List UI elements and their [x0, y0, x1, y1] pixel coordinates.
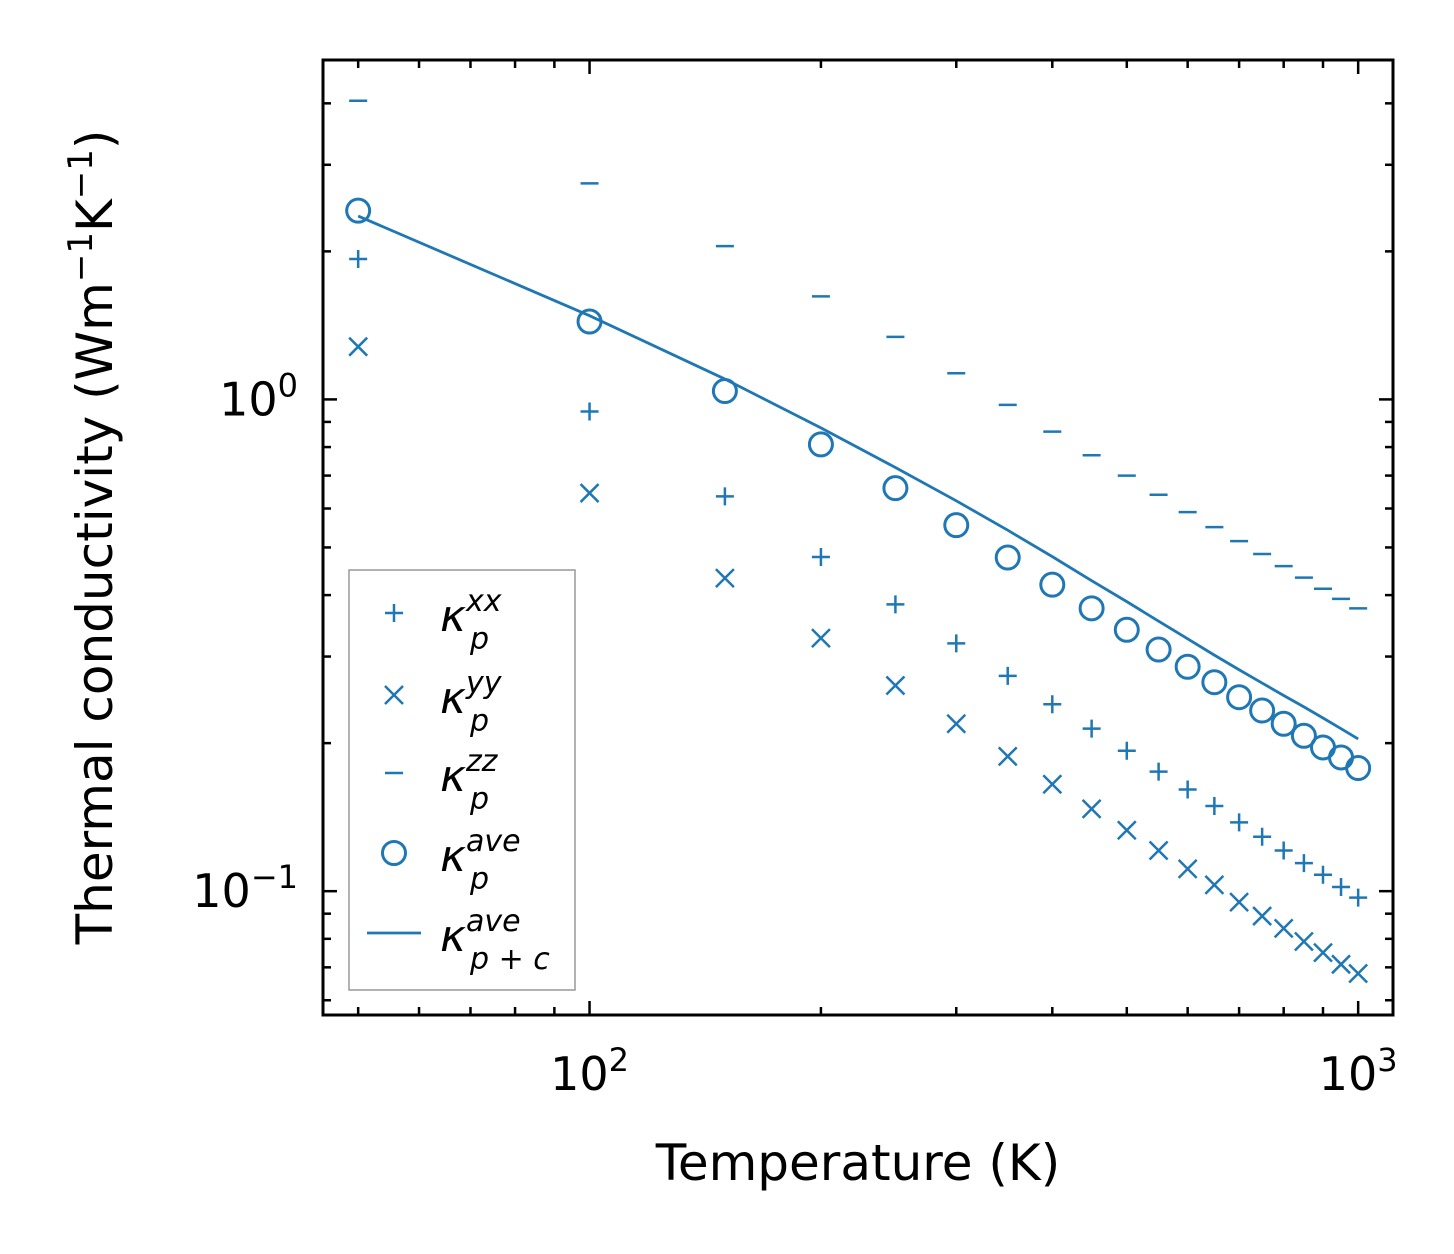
data-point-kxx: [715, 487, 734, 506]
data-point-kxx: [811, 548, 830, 567]
data-point-kave: [1145, 636, 1172, 663]
y-label-exp-1: −1: [61, 232, 101, 282]
data-point-kxx: [886, 595, 905, 614]
data-point-kxx: [1149, 762, 1168, 781]
legend-label-kxx: κxx p: [440, 584, 502, 657]
legend-handle-kyy: [384, 685, 404, 705]
y-axis-label: Thermal conductivity (Wm−1K−1): [61, 130, 124, 946]
series-kxx: [349, 249, 1368, 907]
data-point-kxx: [1043, 695, 1062, 714]
data-point-kyy: [1331, 954, 1351, 975]
data-point-kyy: [1294, 931, 1314, 952]
data-point-kave: [1039, 571, 1066, 598]
data-point-kyy: [1204, 874, 1225, 895]
data-point-kxx: [349, 249, 368, 268]
data-point-kave: [1270, 710, 1297, 737]
data-point-kyy: [1116, 820, 1137, 841]
data-point-kave: [1201, 669, 1228, 696]
y-label-exp-2: −1: [61, 149, 101, 199]
series-kyy: [348, 336, 1369, 984]
data-point-kyy: [1177, 858, 1198, 879]
data-point-kxx: [1294, 854, 1313, 873]
series-layer: [345, 99, 1372, 984]
data-point-kyy: [1229, 892, 1249, 913]
x-tick-label-100: 102: [550, 1041, 629, 1101]
series-kzz: [349, 99, 1368, 610]
data-point-kyy: [811, 628, 831, 649]
data-point-kxx: [580, 402, 599, 421]
data-point-kxx: [1230, 813, 1249, 832]
data-point-kyy: [1313, 942, 1333, 963]
data-point-kxx: [1313, 865, 1332, 884]
data-point-kyy: [1273, 918, 1294, 939]
data-point-kxx: [1178, 780, 1197, 799]
legend-box: [348, 569, 576, 991]
x-tick-label-1000: 103: [1319, 1041, 1398, 1101]
data-point-kyy: [885, 675, 906, 696]
data-point-kyy: [1042, 774, 1063, 795]
y-label-part-2: K: [66, 198, 124, 232]
data-point-kyy: [715, 568, 735, 589]
data-point-kave: [1113, 616, 1140, 643]
data-point-kyy: [946, 713, 967, 734]
x-axis-label: Temperature (K): [655, 1134, 1060, 1192]
data-point-kxx: [1117, 741, 1136, 760]
data-point-kyy: [1348, 963, 1369, 984]
data-point-kxx: [1253, 827, 1272, 846]
data-point-kxx: [1274, 841, 1293, 860]
y-tick-label-1: 100: [219, 366, 298, 426]
series-kave_pc: [357, 214, 1359, 741]
data-point-kave: [1226, 684, 1253, 711]
data-point-kyy: [1252, 906, 1273, 926]
y-label-part-3: ): [66, 130, 124, 150]
data-point-kxx: [947, 634, 966, 653]
data-point-kxx: [1332, 877, 1351, 896]
data-point-kave: [1290, 722, 1317, 749]
legend-handle-kxx: [385, 604, 403, 622]
legend-label-kzz: κzz p: [440, 744, 499, 817]
data-point-kyy: [1148, 840, 1169, 861]
tick-labels: 102 103 10−1 100: [192, 366, 1397, 1101]
data-point-kxx: [1205, 797, 1224, 816]
y-tick-label-0.1: 10−1: [192, 858, 298, 918]
data-point-kave: [345, 197, 372, 224]
data-point-kave: [1078, 595, 1105, 622]
data-point-kyy: [997, 746, 1018, 767]
series-line-kave_pc: [357, 214, 1359, 741]
y-label-part-1: Thermal conductivity (Wm: [66, 282, 124, 945]
data-point-kave: [943, 512, 970, 539]
data-point-kave: [1249, 697, 1276, 724]
data-point-kyy: [348, 336, 369, 357]
data-point-kxx: [1349, 888, 1368, 907]
data-point-kave: [1174, 653, 1201, 680]
major-ticks: [323, 60, 1393, 1015]
data-point-kxx: [1082, 719, 1101, 738]
data-point-kyy: [579, 483, 600, 503]
data-point-kave: [807, 431, 834, 458]
legend-handle-kave: [381, 840, 407, 866]
legend-label-kave_pc: κave p + c: [440, 904, 550, 977]
legend-label-kave: κave p: [440, 824, 521, 897]
data-point-kyy: [1081, 799, 1102, 819]
data-point-kave: [994, 544, 1021, 571]
legend-label-kyy: κyy p: [440, 666, 503, 739]
plot-frame: [321, 58, 1395, 1017]
data-point-kave: [882, 475, 909, 502]
data-point-kxx: [998, 666, 1017, 685]
data-point-kave: [1345, 755, 1372, 782]
data-point-kave: [1328, 744, 1355, 771]
